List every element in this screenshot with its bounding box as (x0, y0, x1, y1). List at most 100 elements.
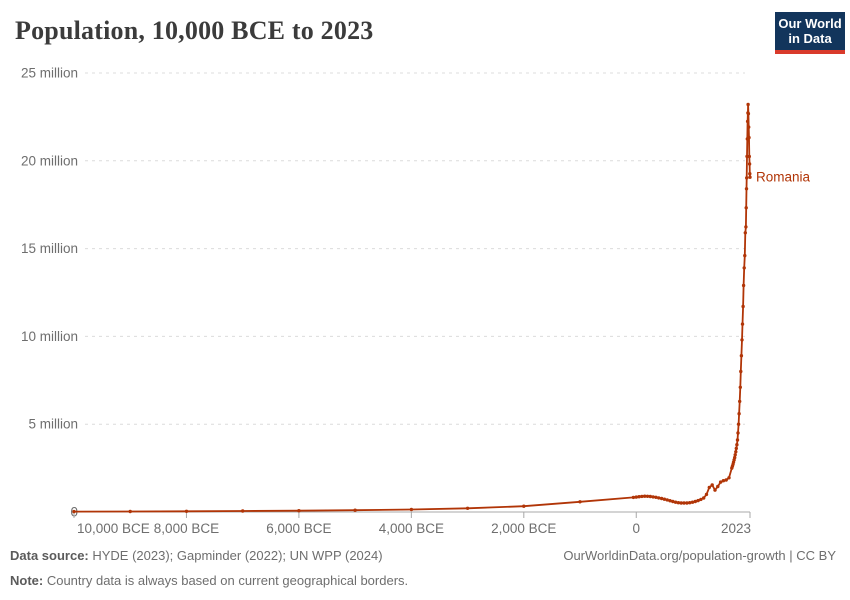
data-point (727, 476, 731, 480)
population-line-series (73, 103, 751, 513)
data-point (682, 501, 686, 505)
data-point (734, 446, 738, 451)
data-point (651, 495, 655, 499)
data-point (739, 354, 744, 358)
data-point (710, 483, 714, 487)
data-point (716, 484, 720, 489)
data-point (747, 154, 751, 159)
data-point (128, 509, 132, 514)
data-point (659, 496, 664, 501)
x-tick-label: 0 (632, 521, 640, 536)
data-point (741, 283, 746, 288)
data-point (353, 508, 357, 512)
data-source-value: HYDE (2023); Gapminder (2022); UN WPP (2… (88, 548, 383, 563)
entity-label[interactable]: Romania (756, 170, 811, 185)
data-point (736, 422, 741, 426)
data-point (696, 498, 700, 503)
y-tick-label: 20 million (21, 153, 78, 168)
owid-logo-line1: Our World (778, 16, 842, 31)
data-point (631, 495, 636, 500)
data-point (724, 478, 728, 482)
data-points (72, 102, 752, 514)
owid-logo-line2: in Data (788, 31, 832, 47)
data-point (736, 431, 740, 435)
footer-note-row: Note: Country data is always based on cu… (10, 568, 836, 593)
data-point (734, 450, 738, 454)
data-point (688, 501, 692, 505)
data-point (72, 509, 76, 514)
data-point (643, 494, 647, 498)
footer-sources-row: Data source: HYDE (2023); Gapminder (202… (10, 543, 836, 568)
data-point (699, 497, 703, 502)
data-point (634, 495, 638, 499)
owid-logo[interactable]: Our World in Data (775, 12, 845, 54)
y-tick-label: 25 million (21, 66, 78, 81)
entity-label-group: Romania (756, 170, 811, 185)
x-tick-label: 2,000 BCE (491, 521, 556, 536)
data-point (743, 231, 747, 235)
x-tick-label: 4,000 BCE (379, 521, 444, 536)
data-point (748, 175, 752, 179)
data-point (743, 253, 747, 258)
y-tick-label: 10 million (21, 329, 78, 344)
data-point (657, 496, 661, 500)
data-point (745, 176, 749, 180)
note-value: Country data is always based on current … (43, 573, 409, 589)
note-label: Note: (10, 573, 44, 589)
data-point (648, 494, 652, 499)
data-point (693, 499, 697, 504)
data-source-label: Data source: (10, 548, 89, 563)
data-point (465, 506, 470, 510)
data-point (522, 504, 526, 508)
data-point (733, 453, 737, 457)
data-point (741, 304, 745, 309)
data-point (662, 497, 667, 501)
data-point (738, 385, 742, 389)
data-point (718, 480, 723, 484)
data-point (735, 443, 739, 447)
data-point (668, 499, 672, 503)
page-title: Population, 10,000 BCE to 2023 (15, 16, 374, 45)
data-point (746, 112, 751, 116)
data-point (640, 494, 644, 499)
data-point (702, 496, 706, 500)
data-point (744, 225, 748, 229)
data-point (733, 455, 737, 460)
data-point (578, 500, 582, 504)
data-point (744, 187, 749, 191)
data-point (707, 485, 711, 490)
data-point (671, 499, 675, 504)
data-point (740, 338, 744, 342)
x-tick-label: 8,000 BCE (154, 521, 219, 536)
x-tick-label: 10,000 BCE (77, 521, 150, 536)
data-point (735, 438, 740, 442)
data-point (673, 500, 678, 504)
data-point (744, 206, 748, 210)
data-point (654, 495, 658, 499)
y-tick-label: 15 million (21, 241, 78, 256)
data-point (737, 412, 741, 416)
data-point (665, 498, 669, 502)
y-tick-label: 5 million (28, 417, 78, 432)
data-point (747, 125, 751, 129)
data-point (747, 162, 752, 166)
data-point (409, 507, 414, 512)
data-source-text: Data source: HYDE (2023); Gapminder (202… (10, 543, 383, 568)
data-point (676, 501, 681, 505)
chart-footer: Data source: HYDE (2023); Gapminder (202… (10, 543, 836, 594)
data-point (241, 509, 245, 513)
data-point (297, 509, 301, 513)
x-tick-label: 6,000 BCE (266, 521, 331, 536)
data-point (704, 492, 709, 497)
x-axis: 10,000 BCE 8,000 BCE 6,000 BCE 4,000 BCE 2,0… (73, 511, 751, 536)
population-line[interactable] (73, 103, 751, 513)
data-point (745, 119, 750, 124)
data-point (742, 266, 746, 270)
data-point (747, 135, 751, 140)
data-point (184, 509, 189, 513)
data-point (739, 369, 743, 374)
data-point (713, 488, 717, 492)
